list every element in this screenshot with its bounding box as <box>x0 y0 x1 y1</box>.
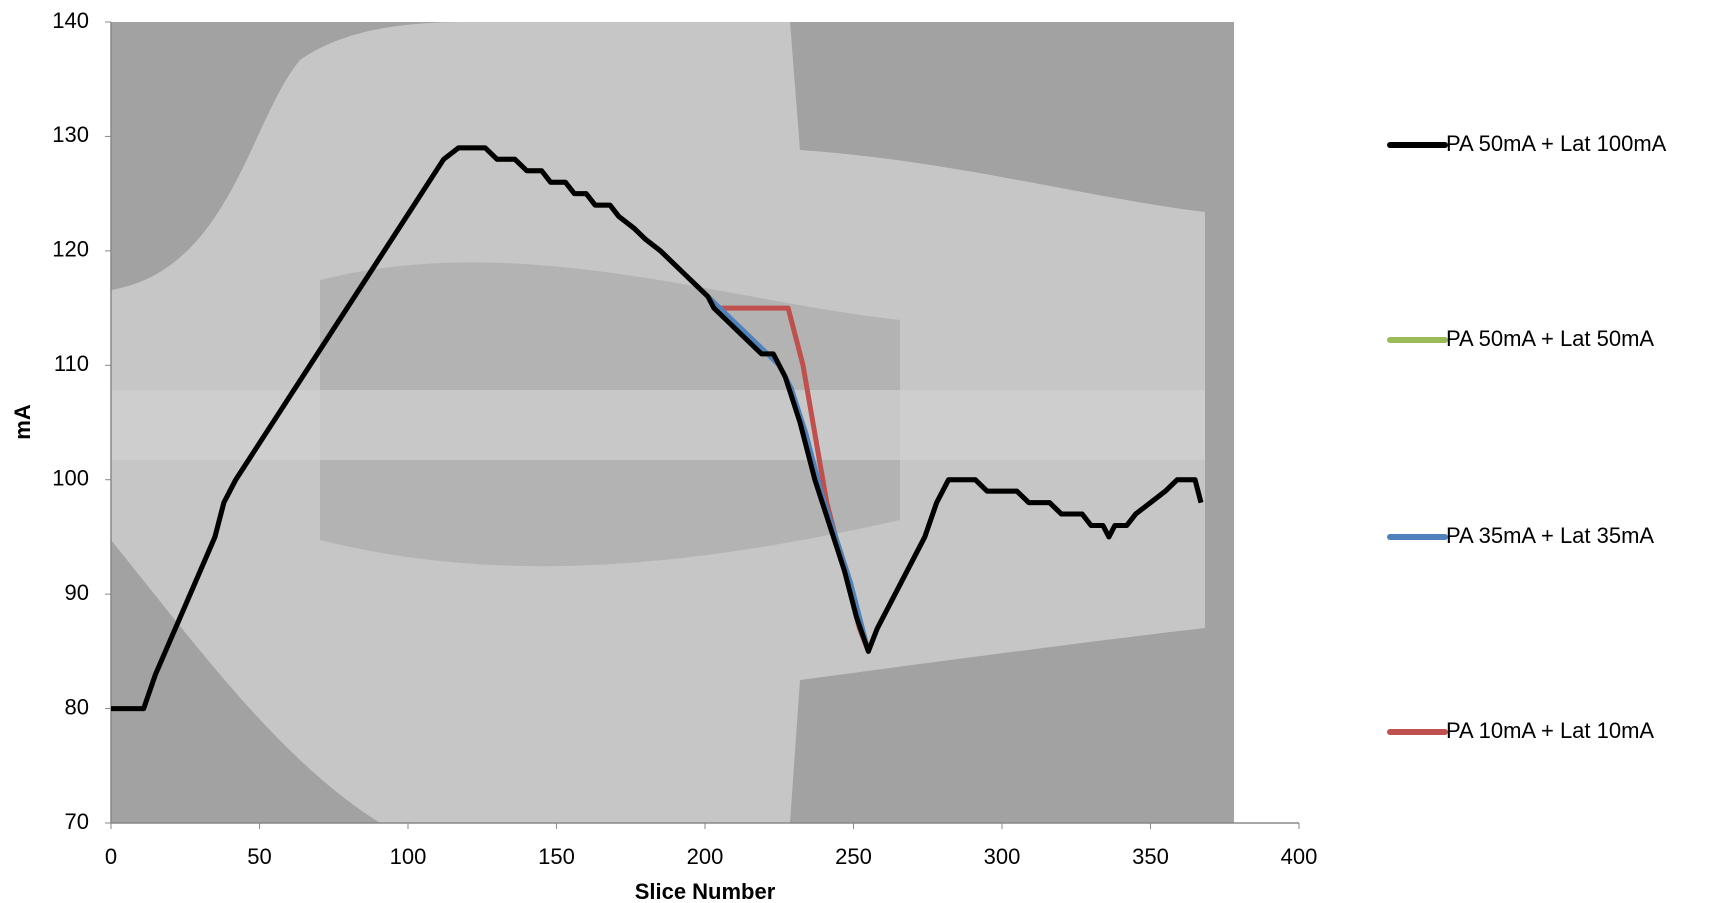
x-tick-label: 150 <box>538 844 575 869</box>
y-tick-label: 80 <box>65 694 89 719</box>
x-tick-label: 350 <box>1132 844 1169 869</box>
x-tick-label: 100 <box>390 844 427 869</box>
legend-label: PA 35mA + Lat 35mA <box>1446 523 1654 548</box>
x-tick-label: 400 <box>1281 844 1318 869</box>
y-tick-label: 70 <box>65 809 89 834</box>
y-tick-label: 100 <box>52 466 89 491</box>
series-line <box>111 145 1204 712</box>
y-tick-label: 130 <box>52 122 89 147</box>
background-xray <box>111 22 1234 823</box>
legend-label: PA 50mA + Lat 50mA <box>1446 326 1654 351</box>
x-axis-title: Slice Number <box>635 879 776 903</box>
y-tick-label: 110 <box>54 351 89 376</box>
y-axis-title: mA <box>10 404 35 440</box>
y-tick-label: 90 <box>65 580 89 605</box>
x-tick-label: 300 <box>984 844 1021 869</box>
x-tick-label: 200 <box>687 844 724 869</box>
legend-label: PA 10mA + Lat 10mA <box>1446 718 1654 743</box>
x-tick-label: 0 <box>105 844 117 869</box>
x-tick-label: 50 <box>247 844 271 869</box>
legend-label: PA 50mA + Lat 100mA <box>1446 131 1667 156</box>
y-tick-label: 120 <box>52 237 89 262</box>
x-tick-label: 250 <box>835 844 872 869</box>
y-tick-label: 140 <box>52 8 89 33</box>
